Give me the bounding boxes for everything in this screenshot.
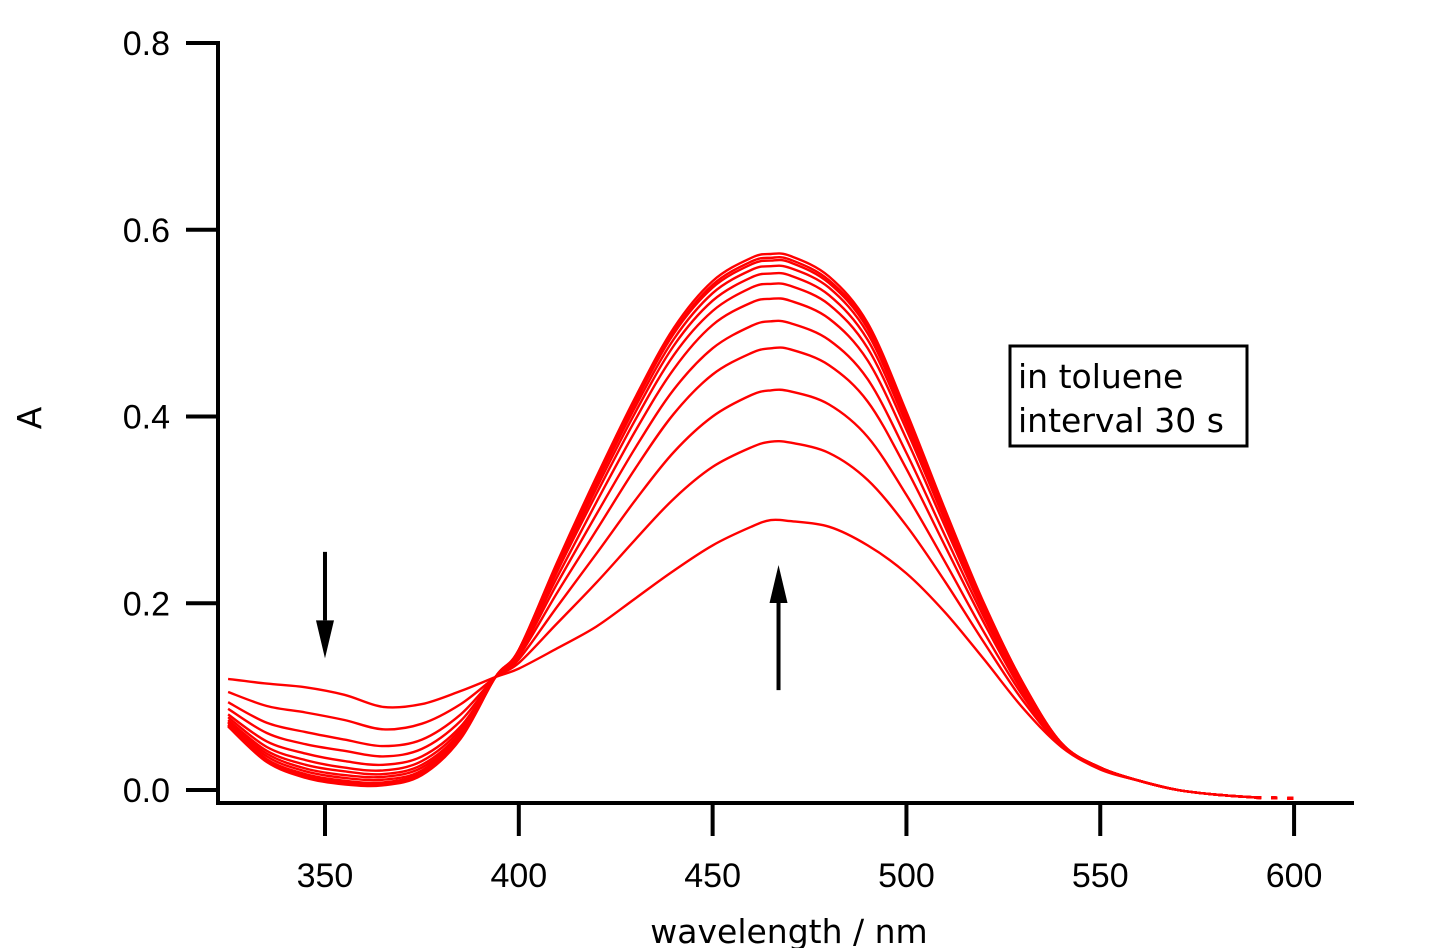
series-tail [1255, 796, 1295, 800]
x-tick-label: 400 [490, 857, 547, 895]
y-tick-label: 0.4 [123, 399, 170, 437]
x-axis-title: wavelength / nm [650, 912, 927, 948]
x-tick-label: 500 [878, 857, 935, 895]
series-line [227, 439, 1256, 799]
arrow-head [315, 620, 334, 659]
series-2 [227, 439, 1295, 800]
y-axis-title: A [10, 406, 49, 429]
arrows [315, 551, 788, 691]
x-tick-label: 450 [684, 857, 741, 895]
increase-arrow [769, 564, 788, 691]
x-ticks: 350 400 450 500 550 600 [297, 803, 1323, 895]
y-tick-label: 0.0 [123, 772, 170, 810]
x-tick-label: 600 [1266, 857, 1323, 895]
y-tick-label: 0.8 [123, 25, 170, 63]
series-10 [227, 258, 1295, 800]
arrow-head [769, 564, 788, 603]
legend-line-interval: interval 30 s [1018, 401, 1224, 440]
y-tick-label: 0.2 [123, 585, 170, 623]
x-tick-label: 350 [297, 857, 354, 895]
y-ticks: 0.0 0.2 0.4 0.6 0.8 [123, 25, 218, 810]
series-3 [227, 388, 1295, 800]
x-tick-label: 550 [1072, 857, 1129, 895]
series-11 [227, 256, 1295, 800]
series-line [227, 256, 1256, 799]
series-line [227, 258, 1256, 799]
legend-box: in toluene interval 30 s [1008, 344, 1249, 448]
axes [216, 41, 1354, 805]
legend-line-solvent: in toluene [1018, 357, 1183, 396]
series-line [227, 252, 1256, 799]
series-12 [227, 252, 1295, 800]
series-layer [227, 252, 1295, 800]
decrease-arrow [315, 551, 334, 659]
y-tick-label: 0.6 [123, 212, 170, 250]
legend-frame [1008, 344, 1249, 448]
